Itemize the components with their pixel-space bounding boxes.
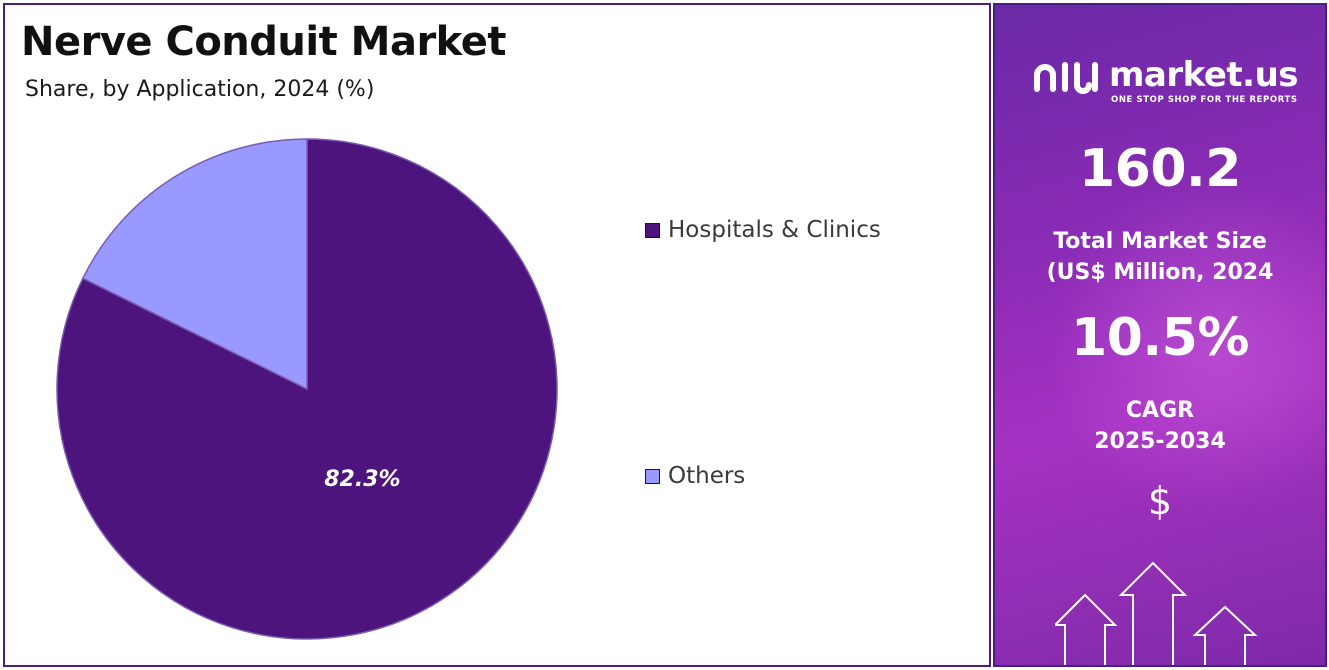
market-size-value: 160.2 (1079, 139, 1241, 199)
legend-swatch-others (645, 468, 660, 484)
legend-item-hospitals-clinics[interactable]: Hospitals & Clinics (645, 217, 881, 243)
cagr-label: CAGR 2025-2034 (995, 395, 1325, 457)
cagr-label-line-2: 2025-2034 (1094, 429, 1226, 454)
cagr-value: 10.5% (1071, 308, 1249, 368)
market-size-label-line-1: Total Market Size (1053, 229, 1267, 254)
chart-panel: Nerve Conduit Market Share, by Applicati… (3, 3, 991, 667)
pie-chart: 82.3% (56, 138, 558, 640)
growth-arrows-icon (1055, 561, 1258, 665)
pie-data-label-0: 82.3% (324, 467, 400, 492)
legend-item-others[interactable]: Others (645, 463, 745, 489)
market-size-label-line-2: (US$ Million, 2024 (1046, 260, 1274, 285)
chart-title: Nerve Conduit Market (21, 19, 506, 65)
legend-label-others: Others (668, 463, 746, 489)
summary-panel: market.us ONE STOP SHOP FOR THE REPORTS … (993, 3, 1327, 667)
cagr-label-line-1: CAGR (1125, 398, 1195, 423)
dollar-icon: $ (1147, 479, 1173, 523)
brand-logo[interactable]: market.us ONE STOP SHOP FOR THE REPORTS (1031, 55, 1301, 105)
brand-name: market.us (1109, 55, 1299, 95)
chart-subtitle: Share, by Application, 2024 (%) (25, 77, 375, 102)
market-size-label: Total Market Size (US$ Million, 2024 (995, 226, 1325, 288)
legend-swatch-hospitals-clinics (645, 222, 660, 238)
pie-slice-others[interactable] (81, 138, 308, 391)
legend-label-hospitals-clinics: Hospitals & Clinics (668, 217, 881, 243)
brand-tagline: ONE STOP SHOP FOR THE REPORTS (1111, 95, 1298, 105)
market-us-logo-icon (1034, 62, 1098, 94)
background-glow (1055, 165, 1325, 525)
